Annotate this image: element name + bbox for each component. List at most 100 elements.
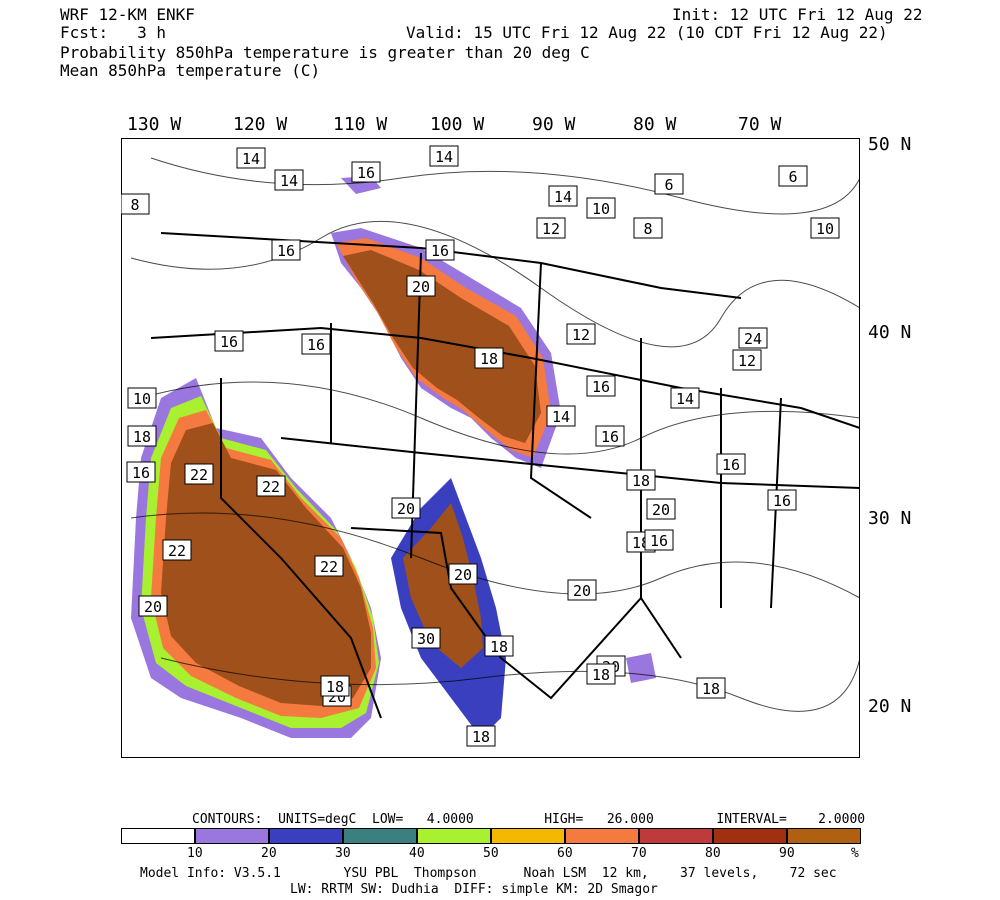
forecast-hour: Fcst: 3 h xyxy=(60,23,166,42)
svg-text:10: 10 xyxy=(816,220,834,238)
field-subtitle: Mean 850hPa temperature (C) xyxy=(60,61,321,80)
contour-label: 12 xyxy=(566,323,596,345)
svg-text:18: 18 xyxy=(490,638,508,656)
contour-label: 20 xyxy=(646,498,676,520)
contour-label: 22 xyxy=(256,475,286,497)
contour-label: 16 xyxy=(716,453,746,475)
svg-text:10: 10 xyxy=(133,390,151,408)
svg-text:22: 22 xyxy=(262,478,280,496)
lon-label: 120 W xyxy=(233,114,288,135)
contour-label: 14 xyxy=(236,147,266,169)
svg-text:16: 16 xyxy=(220,333,238,351)
colorbar-segment xyxy=(787,828,861,844)
contour-lines xyxy=(130,157,860,712)
svg-text:16: 16 xyxy=(592,378,610,396)
svg-text:16: 16 xyxy=(132,464,150,482)
contour-label: 18 xyxy=(626,469,656,491)
colorbar-segment xyxy=(417,828,491,844)
colorbar-tick-label: 40 xyxy=(409,846,425,861)
svg-text:6: 6 xyxy=(664,176,673,194)
shade-plains-core xyxy=(343,250,541,443)
lon-label: 70 W xyxy=(738,114,782,135)
colorbar-tick-label: 60 xyxy=(557,846,573,861)
contour-label: 12 xyxy=(536,217,566,239)
contours-info: CONTOURS: UNITS=degC LOW= 4.0000 HIGH= 2… xyxy=(192,812,866,827)
svg-text:16: 16 xyxy=(773,492,791,510)
contour-label: 16 xyxy=(595,425,625,447)
svg-text:12: 12 xyxy=(572,326,590,344)
lon-label: 110 W xyxy=(333,114,388,135)
shade-gulf-patch xyxy=(626,653,656,683)
contour-label: 18 xyxy=(466,725,496,747)
contour-label: 16 xyxy=(351,161,381,183)
valid-time: Valid: 15 UTC Fri 12 Aug 22 (10 CDT Fri … xyxy=(406,23,888,42)
colorbar-tick-label: 70 xyxy=(631,846,647,861)
contour-label: 6 xyxy=(778,165,808,187)
colorbar-segment xyxy=(491,828,565,844)
contour-label: 8 xyxy=(633,217,663,239)
contour-label: 22 xyxy=(314,555,344,577)
svg-text:20: 20 xyxy=(144,598,162,616)
contour-label: 16 xyxy=(425,239,455,261)
contour-label: 18 xyxy=(474,347,504,369)
svg-text:14: 14 xyxy=(676,390,694,408)
svg-text:14: 14 xyxy=(242,150,260,168)
svg-text:14: 14 xyxy=(554,188,572,206)
contour-label: 16 xyxy=(644,529,674,551)
contour-label: 16 xyxy=(767,489,797,511)
probability-shading xyxy=(131,176,656,738)
contour-label: 18 xyxy=(696,677,726,699)
colorbar-segment xyxy=(121,828,195,844)
contour-label: 14 xyxy=(429,145,459,167)
colorbar-segment xyxy=(269,828,343,844)
svg-text:30: 30 xyxy=(417,630,435,648)
model-title: WRF 12-KM ENKF xyxy=(60,5,195,24)
contour-label: 10 xyxy=(127,387,157,409)
svg-text:8: 8 xyxy=(643,220,652,238)
svg-text:20: 20 xyxy=(652,501,670,519)
svg-text:16: 16 xyxy=(307,336,325,354)
contour-label: 18 xyxy=(484,635,514,657)
svg-text:24: 24 xyxy=(744,330,762,348)
svg-text:16: 16 xyxy=(650,532,668,550)
contour-label: 14 xyxy=(546,405,576,427)
svg-text:16: 16 xyxy=(601,428,619,446)
contour-label: 10 xyxy=(810,217,840,239)
colorbar-tick-label: 20 xyxy=(261,846,277,861)
contour-label: 20 xyxy=(406,275,436,297)
contour-label: 14 xyxy=(274,169,304,191)
contour-label: 20 xyxy=(138,595,168,617)
colorbar-segment xyxy=(639,828,713,844)
model-physics-info: LW: RRTM SW: Dudhia DIFF: simple KM: 2D … xyxy=(290,882,658,897)
svg-text:22: 22 xyxy=(320,558,338,576)
contour-label: 16 xyxy=(586,375,616,397)
svg-text:14: 14 xyxy=(552,408,570,426)
contour-label: 22 xyxy=(162,539,192,561)
contour-label: 22 xyxy=(184,463,214,485)
svg-text:12: 12 xyxy=(738,352,756,370)
svg-text:14: 14 xyxy=(280,172,298,190)
colorbar-segment xyxy=(343,828,417,844)
init-time: Init: 12 UTC Fri 12 Aug 22 xyxy=(672,5,923,24)
contour-label: 20 xyxy=(567,579,597,601)
contour-label: 14 xyxy=(548,185,578,207)
contour-label: 20 xyxy=(448,563,478,585)
shade-west-core xyxy=(161,423,371,706)
lat-label: 40 N xyxy=(868,322,912,343)
lat-label: 20 N xyxy=(868,696,912,717)
contour-label: 6 xyxy=(654,173,684,195)
svg-text:20: 20 xyxy=(573,582,591,600)
colorbar-tick-label: 80 xyxy=(705,846,721,861)
contour-label: 20 xyxy=(391,497,421,519)
svg-text:18: 18 xyxy=(702,680,720,698)
colorbar-tick-label: 30 xyxy=(335,846,351,861)
svg-text:18: 18 xyxy=(632,472,650,490)
colorbar-tick-label: % xyxy=(851,846,859,861)
svg-text:18: 18 xyxy=(133,428,151,446)
svg-text:18: 18 xyxy=(480,350,498,368)
svg-text:18: 18 xyxy=(472,728,490,746)
svg-text:20: 20 xyxy=(397,500,415,518)
lat-label: 50 N xyxy=(868,134,912,155)
svg-text:22: 22 xyxy=(168,542,186,560)
svg-text:10: 10 xyxy=(592,200,610,218)
